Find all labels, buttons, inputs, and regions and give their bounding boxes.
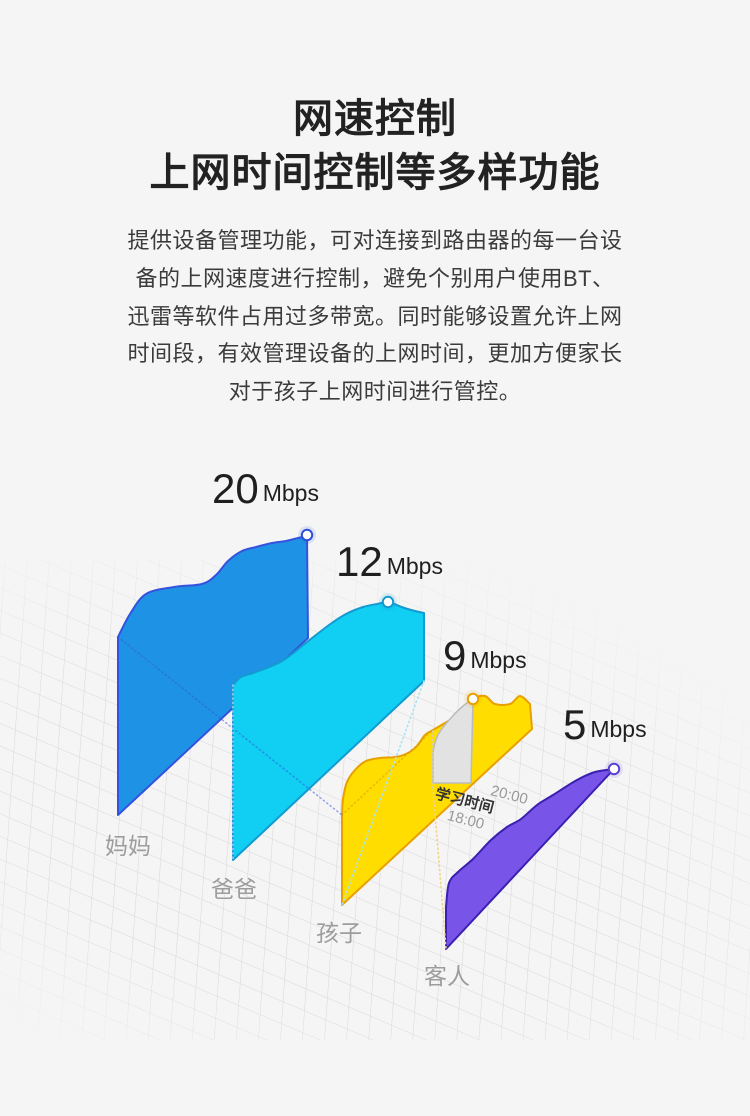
svg-text:妈妈: 妈妈 bbox=[105, 833, 151, 859]
svg-text:孩子: 孩子 bbox=[316, 920, 362, 946]
svg-text:客人: 客人 bbox=[424, 963, 470, 989]
svg-text:爸爸: 爸爸 bbox=[211, 876, 257, 902]
